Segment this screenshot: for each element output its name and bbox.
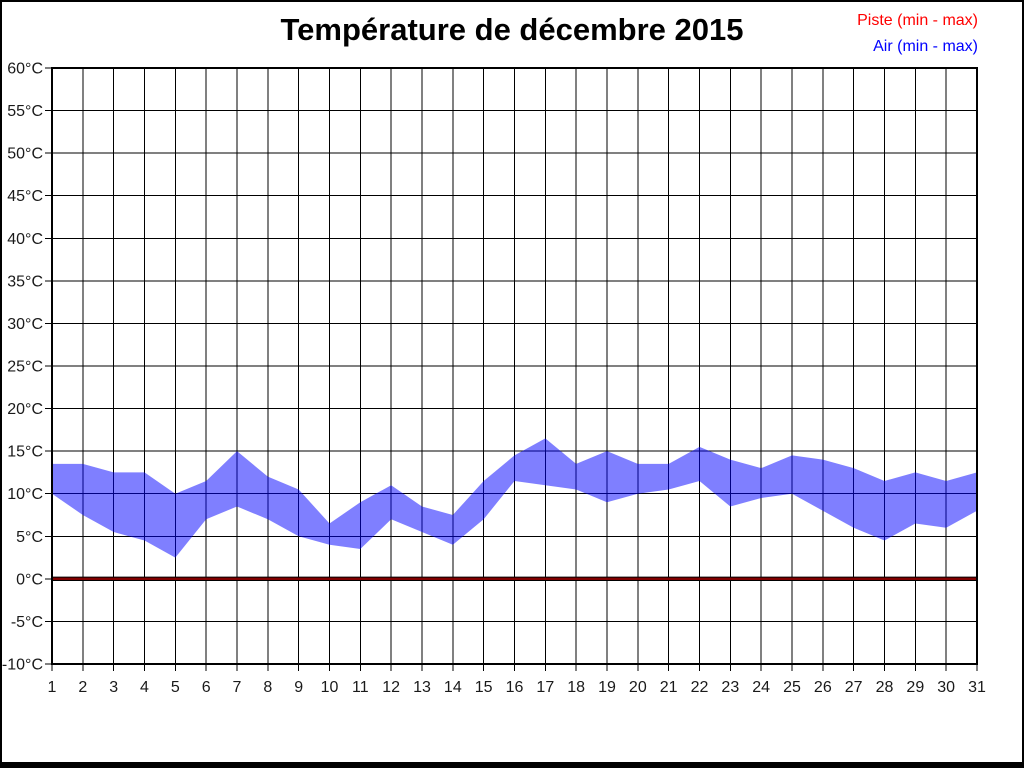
x-axis-tick-label: 13: [413, 679, 431, 696]
x-axis-tick-label: 24: [752, 679, 770, 696]
x-axis-tick-label: 25: [783, 679, 801, 696]
x-axis-tick-label: 8: [263, 679, 272, 696]
x-axis-tick-label: 20: [629, 679, 647, 696]
x-axis-tick-label: 1: [48, 679, 57, 696]
x-axis-tick-label: 21: [660, 679, 678, 696]
x-axis-tick-label: 22: [691, 679, 709, 696]
y-axis-tick-label: 0°C: [16, 571, 43, 588]
y-axis-tick-label: 20°C: [7, 401, 43, 418]
x-axis-tick-label: 18: [567, 679, 585, 696]
x-axis-tick-label: 7: [233, 679, 242, 696]
y-axis-tick-label: 60°C: [7, 61, 43, 78]
x-axis-tick-label: 15: [475, 679, 493, 696]
x-axis-tick-label: 3: [109, 679, 118, 696]
x-axis-tick-label: 9: [294, 679, 303, 696]
y-axis-tick-label: -10°C: [2, 657, 43, 674]
y-axis-tick-label: 50°C: [7, 146, 43, 163]
page-title: Température de décembre 2015: [280, 12, 744, 47]
x-axis-tick-label: 14: [444, 679, 462, 696]
y-axis-tick-label: 25°C: [7, 359, 43, 376]
x-axis-tick-label: 23: [721, 679, 739, 696]
x-axis-tick-label: 12: [382, 679, 400, 696]
x-axis-tick-label: 29: [906, 679, 924, 696]
y-axis-tick-label: 30°C: [7, 316, 43, 333]
x-axis-tick-label: 11: [352, 679, 369, 696]
y-axis-tick-label: 45°C: [7, 188, 43, 205]
x-axis-tick-label: 4: [140, 679, 149, 696]
y-axis-tick-label: 10°C: [7, 486, 43, 503]
x-axis-tick-label: 31: [968, 679, 986, 696]
x-axis-tick-label: 28: [876, 679, 894, 696]
x-axis-tick-label: 17: [536, 679, 554, 696]
y-axis-tick-label: 35°C: [7, 273, 43, 290]
y-axis-tick-label: -5°C: [11, 614, 43, 631]
x-axis-tick-label: 26: [814, 679, 832, 696]
y-axis-tick-label: 55°C: [7, 103, 43, 120]
y-axis-tick-label: 40°C: [7, 231, 43, 248]
x-axis-tick-label: 5: [171, 679, 180, 696]
x-axis-tick-label: 10: [321, 679, 339, 696]
x-axis-tick-label: 19: [598, 679, 616, 696]
x-axis-tick-label: 16: [506, 679, 524, 696]
x-axis-tick-label: 2: [78, 679, 87, 696]
legend-item-piste: Piste (min - max): [857, 12, 978, 29]
x-axis-tick-label: 30: [937, 679, 955, 696]
chart-legend: Piste (min - max) Air (min - max): [857, 11, 978, 63]
legend-item-air: Air (min - max): [873, 38, 978, 55]
x-axis-tick-label: 6: [202, 679, 211, 696]
y-axis-tick-label: 5°C: [16, 529, 43, 546]
x-axis-tick-label: 27: [845, 679, 863, 696]
y-axis-tick-label: 15°C: [7, 444, 43, 461]
